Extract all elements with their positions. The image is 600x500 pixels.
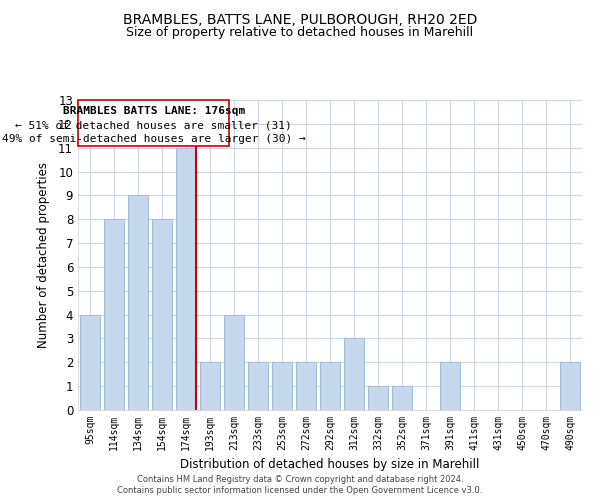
- Bar: [200, 362, 220, 410]
- Bar: [560, 362, 580, 410]
- Bar: [440, 362, 460, 410]
- Text: 49% of semi-detached houses are larger (30) →: 49% of semi-detached houses are larger (…: [2, 134, 306, 144]
- Bar: [80, 314, 100, 410]
- Text: ← 51% of detached houses are smaller (31): ← 51% of detached houses are smaller (31…: [16, 120, 292, 130]
- Text: BRAMBLES BATTS LANE: 176sqm: BRAMBLES BATTS LANE: 176sqm: [63, 106, 245, 116]
- Bar: [128, 196, 148, 410]
- Bar: [248, 362, 268, 410]
- Bar: [392, 386, 412, 410]
- FancyBboxPatch shape: [79, 100, 229, 146]
- Text: BRAMBLES, BATTS LANE, PULBOROUGH, RH20 2ED: BRAMBLES, BATTS LANE, PULBOROUGH, RH20 2…: [123, 12, 477, 26]
- Bar: [296, 362, 316, 410]
- Bar: [104, 219, 124, 410]
- Text: Contains HM Land Registry data © Crown copyright and database right 2024.: Contains HM Land Registry data © Crown c…: [137, 475, 463, 484]
- Bar: [224, 314, 244, 410]
- Bar: [272, 362, 292, 410]
- Bar: [344, 338, 364, 410]
- Bar: [320, 362, 340, 410]
- Text: Contains public sector information licensed under the Open Government Licence v3: Contains public sector information licen…: [118, 486, 482, 495]
- Bar: [176, 148, 196, 410]
- Bar: [368, 386, 388, 410]
- Text: Size of property relative to detached houses in Marehill: Size of property relative to detached ho…: [127, 26, 473, 39]
- X-axis label: Distribution of detached houses by size in Marehill: Distribution of detached houses by size …: [181, 458, 479, 471]
- Bar: [152, 219, 172, 410]
- Y-axis label: Number of detached properties: Number of detached properties: [37, 162, 50, 348]
